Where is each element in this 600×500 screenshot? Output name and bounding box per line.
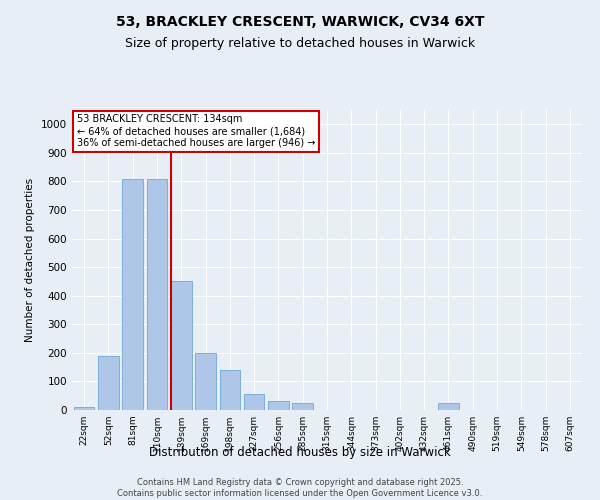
- Bar: [220, 370, 240, 410]
- Text: 53 BRACKLEY CRESCENT: 134sqm
← 64% of detached houses are smaller (1,684)
36% of: 53 BRACKLEY CRESCENT: 134sqm ← 64% of de…: [77, 114, 316, 148]
- Text: 53, BRACKLEY CRESCENT, WARWICK, CV34 6XT: 53, BRACKLEY CRESCENT, WARWICK, CV34 6XT: [116, 15, 484, 29]
- Text: Distribution of detached houses by size in Warwick: Distribution of detached houses by size …: [149, 446, 451, 459]
- Bar: [438, 403, 459, 410]
- Text: Size of property relative to detached houses in Warwick: Size of property relative to detached ho…: [125, 38, 475, 51]
- Bar: [146, 178, 167, 410]
- Bar: [268, 402, 289, 410]
- Bar: [244, 394, 265, 410]
- Bar: [195, 353, 216, 410]
- Text: Contains HM Land Registry data © Crown copyright and database right 2025.
Contai: Contains HM Land Registry data © Crown c…: [118, 478, 482, 498]
- Y-axis label: Number of detached properties: Number of detached properties: [25, 178, 35, 342]
- Bar: [122, 178, 143, 410]
- Bar: [98, 356, 119, 410]
- Bar: [292, 403, 313, 410]
- Bar: [74, 407, 94, 410]
- Bar: [171, 282, 191, 410]
